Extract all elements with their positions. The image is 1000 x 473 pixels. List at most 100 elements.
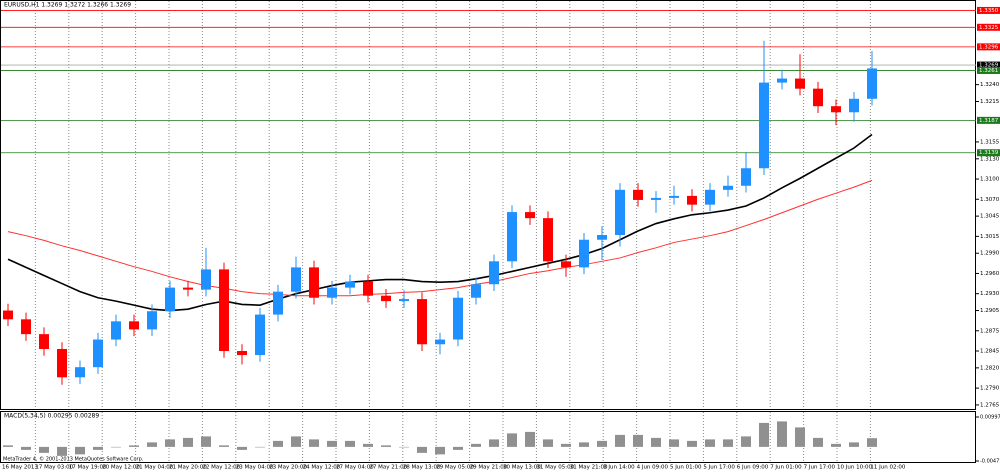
y-tick-label: 1.2960 bbox=[980, 271, 1000, 277]
candle-body bbox=[795, 78, 805, 89]
macd-bar bbox=[417, 446, 427, 453]
candle-body bbox=[237, 351, 247, 356]
candle-body bbox=[381, 295, 391, 302]
candle-body bbox=[705, 189, 715, 205]
y-tick-label: 1.2990 bbox=[980, 251, 1000, 257]
macd-bar bbox=[111, 446, 121, 448]
macd-bar bbox=[291, 436, 301, 447]
macd-bar bbox=[741, 436, 751, 447]
macd-bar bbox=[615, 434, 625, 447]
macd-bar bbox=[183, 437, 193, 447]
y-tick-label: 1.2820 bbox=[980, 365, 1000, 371]
level-label: 1.3139 bbox=[979, 150, 999, 156]
macd-bar bbox=[777, 421, 787, 447]
macd-panel bbox=[0, 411, 976, 463]
x-tick-label: 23 May 04:00 bbox=[236, 465, 274, 471]
y-tick-label: 1.2765 bbox=[980, 402, 1000, 408]
macd-bar bbox=[381, 445, 391, 447]
macd-bar bbox=[345, 440, 355, 447]
candle-body bbox=[741, 168, 751, 186]
y-tick-label: 1.3015 bbox=[980, 234, 1000, 240]
candle-body bbox=[687, 195, 697, 205]
level-tag bbox=[977, 6, 1000, 14]
x-tick-label: 20 May 12:00 bbox=[102, 465, 140, 471]
level-label: 1.3350 bbox=[979, 8, 999, 14]
candle-body bbox=[579, 239, 589, 268]
candle-body bbox=[525, 212, 535, 219]
x-tick-label: 10 Jun 10:00 bbox=[837, 465, 872, 471]
candle-body bbox=[489, 261, 499, 285]
macd-bar bbox=[39, 446, 49, 453]
x-tick-label: 17 May 19:00 bbox=[69, 465, 107, 471]
y-tick-label: 0.00997 bbox=[980, 415, 1000, 421]
x-tick-label: 23 May 20:00 bbox=[269, 465, 307, 471]
macd-bar bbox=[201, 436, 211, 447]
x-tick-label: 21 May 04:00 bbox=[136, 465, 174, 471]
y-tick-label: 1.2930 bbox=[980, 291, 1000, 297]
macd-bar bbox=[651, 437, 661, 447]
y-tick-label: -0.00471 bbox=[980, 459, 1000, 465]
x-tick-label: 7 Jun 17:00 bbox=[804, 465, 836, 471]
candle-body bbox=[219, 269, 229, 352]
x-tick-label: 21 May 20:00 bbox=[169, 465, 207, 471]
candle-body bbox=[597, 235, 607, 240]
candle-body bbox=[669, 195, 679, 198]
macd-bar bbox=[705, 439, 715, 447]
y-tick-label: 1.3070 bbox=[980, 197, 1000, 203]
macd-bar bbox=[471, 443, 481, 447]
macd-bar bbox=[633, 434, 643, 447]
level-tag bbox=[977, 43, 1000, 51]
candle-body bbox=[327, 287, 337, 298]
macd-bar bbox=[57, 446, 67, 456]
macd-bar bbox=[669, 439, 679, 447]
x-tick-label: 5 Jun 17:00 bbox=[703, 465, 735, 471]
candle-body bbox=[273, 291, 283, 315]
x-tick-label: 17 May 03:00 bbox=[35, 465, 73, 471]
candle-body bbox=[309, 267, 319, 298]
candle-body bbox=[93, 339, 103, 368]
candle-body bbox=[615, 189, 625, 236]
chart-title: EURUSD,H1 1.3269 1.3272 1.3266 1.3269 bbox=[4, 2, 131, 9]
level-label: 1.3296 bbox=[979, 44, 999, 50]
candle-body bbox=[777, 78, 787, 83]
macd-bar bbox=[273, 440, 283, 447]
x-tick-label: 4 Jun 09:00 bbox=[637, 465, 669, 471]
y-tick-label: 1.2790 bbox=[980, 386, 1000, 392]
y-tick-label: 1.3130 bbox=[980, 156, 1000, 162]
macd-bar bbox=[579, 442, 589, 447]
level-tag bbox=[977, 149, 1000, 157]
macd-bar bbox=[93, 446, 103, 450]
candle-body bbox=[57, 348, 67, 378]
x-tick-label: 28 May 13:00 bbox=[403, 465, 441, 471]
candle-body bbox=[867, 68, 877, 99]
macd-bar bbox=[597, 440, 607, 447]
candle-body bbox=[543, 218, 553, 262]
macd-bar bbox=[831, 443, 841, 447]
level-label: 1.3269 bbox=[979, 63, 999, 69]
x-tick-label: 11 Jun 02:00 bbox=[870, 465, 905, 471]
macd-bar bbox=[129, 445, 139, 447]
y-tick-label: 1.2875 bbox=[980, 328, 1000, 334]
x-tick-label: 31 May 21:00 bbox=[570, 465, 608, 471]
x-tick-label: 31 May 05:00 bbox=[536, 465, 574, 471]
macd-bar bbox=[453, 446, 463, 450]
x-tick-label: 3 Jun 14:00 bbox=[603, 465, 635, 471]
macd-bar bbox=[327, 440, 337, 447]
macd-bar bbox=[723, 439, 733, 447]
candle-body bbox=[831, 106, 841, 113]
x-tick-label: 7 Jun 01:00 bbox=[770, 465, 802, 471]
x-tick-label: 27 May 21:00 bbox=[369, 465, 407, 471]
macd-bar bbox=[147, 442, 157, 447]
level-label: 1.3325 bbox=[979, 25, 999, 31]
x-tick-label: 24 May 12:00 bbox=[303, 465, 341, 471]
macd-bar bbox=[561, 443, 571, 447]
candle-body bbox=[633, 189, 643, 200]
x-tick-label: 30 May 13:00 bbox=[503, 465, 541, 471]
candle-body bbox=[345, 281, 355, 288]
candle-body bbox=[129, 321, 139, 330]
candle-body bbox=[111, 321, 121, 340]
x-tick-label: 27 May 04:00 bbox=[336, 465, 374, 471]
macd-bar bbox=[849, 442, 859, 447]
candle-body bbox=[435, 339, 445, 345]
